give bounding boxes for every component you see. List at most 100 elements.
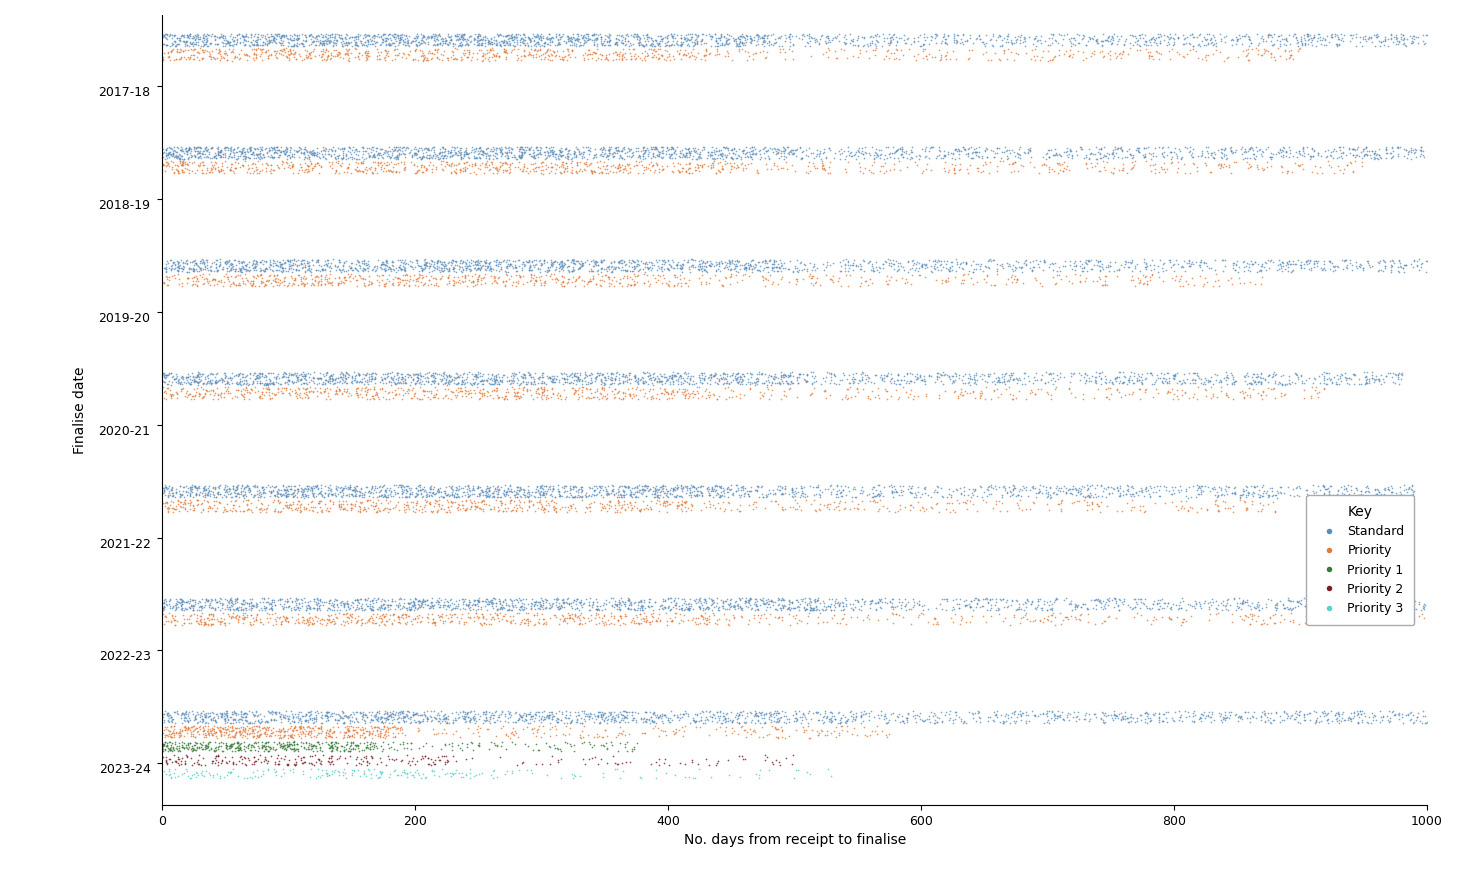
Point	[273, 143, 296, 157]
Point	[242, 757, 265, 771]
Point	[347, 29, 370, 43]
Point	[733, 260, 757, 275]
Point	[977, 369, 1000, 383]
Point	[1373, 259, 1397, 273]
Point	[246, 490, 270, 504]
Point	[469, 49, 493, 63]
Point	[631, 374, 655, 388]
Point	[547, 602, 570, 616]
Point	[589, 52, 612, 66]
Point	[494, 485, 518, 499]
Point	[1112, 375, 1136, 389]
Point	[707, 487, 730, 501]
Point	[748, 490, 771, 504]
Point	[959, 150, 983, 165]
Point	[784, 706, 808, 720]
Point	[330, 365, 353, 379]
Point	[1102, 591, 1126, 605]
Point	[461, 711, 484, 725]
Point	[601, 709, 624, 723]
Point	[644, 142, 668, 156]
Point	[1315, 606, 1338, 620]
Point	[343, 370, 366, 385]
Point	[1268, 37, 1292, 51]
Point	[502, 593, 525, 607]
Point	[907, 598, 930, 612]
Point	[324, 616, 347, 630]
Point	[313, 141, 337, 155]
Point	[518, 31, 541, 45]
Point	[991, 33, 1015, 48]
Point	[746, 255, 770, 269]
Point	[271, 253, 295, 267]
Point	[710, 162, 733, 176]
Point	[261, 264, 284, 278]
Point	[665, 480, 688, 495]
Point	[1175, 30, 1198, 44]
Point	[830, 719, 853, 733]
Point	[184, 712, 207, 726]
Point	[407, 715, 430, 729]
Point	[206, 502, 229, 516]
Point	[187, 375, 210, 389]
Point	[516, 30, 539, 44]
Point	[335, 596, 359, 610]
Point	[369, 145, 392, 159]
Point	[537, 498, 560, 512]
Point	[399, 598, 423, 612]
Point	[426, 256, 449, 270]
Point	[649, 480, 672, 494]
Point	[1327, 37, 1350, 51]
Point	[924, 375, 948, 389]
Point	[359, 594, 382, 608]
Point	[201, 150, 225, 164]
Point	[185, 721, 208, 735]
Point	[293, 253, 316, 267]
Point	[464, 27, 487, 41]
Point	[768, 42, 792, 56]
Point	[353, 276, 376, 290]
Point	[461, 481, 484, 495]
Point	[930, 368, 954, 382]
Point	[631, 599, 655, 613]
Point	[1121, 481, 1145, 495]
Point	[303, 500, 327, 514]
Point	[1057, 597, 1080, 611]
Point	[238, 485, 261, 499]
Point	[572, 611, 595, 625]
Point	[815, 498, 838, 512]
Point	[1105, 480, 1128, 494]
Point	[818, 155, 841, 169]
Point	[535, 265, 558, 279]
Point	[660, 488, 684, 502]
Point	[886, 143, 910, 157]
Point	[258, 35, 281, 49]
Point	[356, 28, 379, 42]
Point	[888, 32, 911, 46]
Point	[397, 500, 420, 514]
Point	[176, 30, 200, 44]
Point	[322, 147, 346, 161]
Point	[1105, 708, 1128, 722]
Point	[166, 255, 190, 269]
Point	[332, 273, 356, 287]
Point	[467, 593, 490, 607]
Point	[615, 705, 639, 719]
Point	[675, 28, 698, 42]
Point	[773, 52, 796, 66]
Point	[273, 725, 296, 739]
Point	[459, 275, 483, 289]
Point	[481, 261, 504, 275]
Point	[513, 370, 537, 385]
Point	[885, 35, 908, 49]
Point	[362, 607, 385, 621]
Point	[1379, 607, 1403, 621]
Point	[1217, 706, 1241, 720]
Point	[249, 142, 273, 156]
Point	[493, 38, 516, 52]
Point	[1131, 277, 1155, 291]
Point	[1286, 595, 1309, 609]
Point	[627, 33, 650, 48]
Point	[1137, 711, 1161, 725]
Point	[242, 377, 265, 391]
